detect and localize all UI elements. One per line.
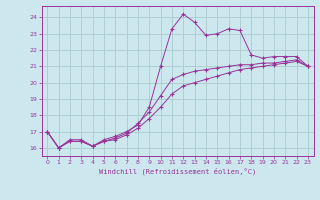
X-axis label: Windchill (Refroidissement éolien,°C): Windchill (Refroidissement éolien,°C) <box>99 168 256 175</box>
